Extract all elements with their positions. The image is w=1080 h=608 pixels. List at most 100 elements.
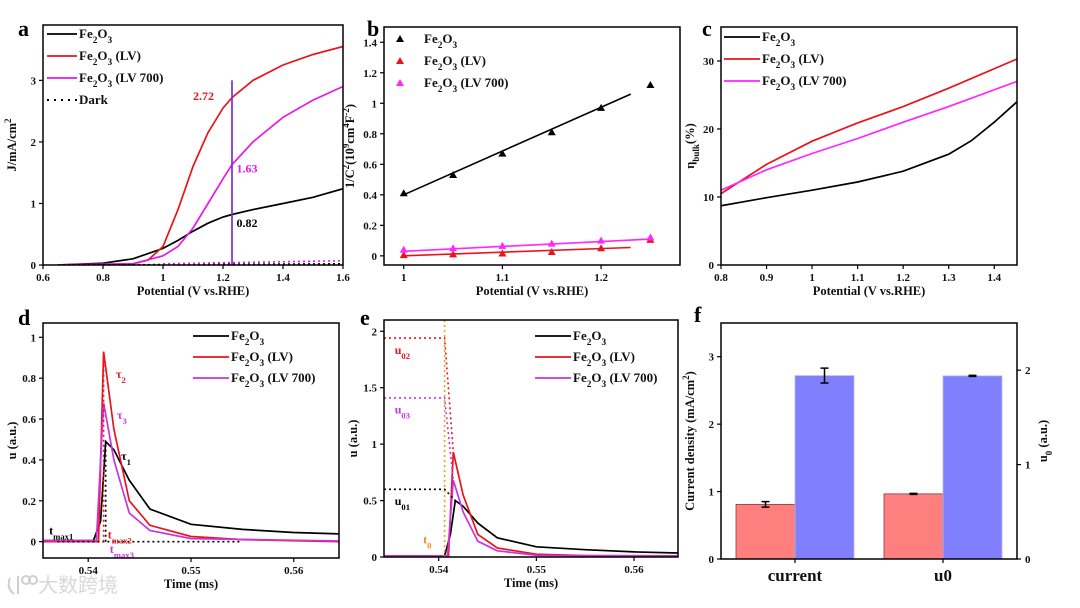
legend-marker [396, 79, 404, 86]
legend-label: Fe2O3 [762, 29, 796, 49]
y-tick-label: 0.2 [22, 496, 36, 508]
y-tick-label: 0 [31, 537, 37, 549]
y-tick-label: 2 [709, 419, 715, 431]
data-point [547, 248, 556, 256]
panel-d: d 0 0.2 0.4 0.6 0.8 1 u (a.u.) 0.54 0.55 0.56 Time … [5, 305, 340, 591]
annotation: 1.63 [237, 162, 258, 176]
y-tick-label: 0.5 [363, 496, 377, 508]
fit-line [403, 238, 651, 253]
x-tick-label: 0.55 [527, 564, 547, 576]
panel-letter: d [18, 305, 30, 330]
data-point [449, 170, 458, 178]
annotation: u02 [395, 343, 410, 361]
y-tick-label: 1.5 [363, 383, 377, 395]
y-right-tick-label: 2 [1025, 365, 1031, 377]
panel-a: a 0 1 2 3 J/mA/cm2 0.6 0.8 1 1.2 1.4 1.6 Potential (… [3, 16, 350, 298]
y-tick-label: 0 [372, 552, 378, 564]
x-tick-label: 0.9 [760, 272, 774, 284]
y-tick-label: 0 [709, 554, 715, 566]
data-point [498, 249, 507, 257]
panel-letter: a [18, 16, 29, 41]
y-axis-label: J/mA/cm2 [3, 118, 19, 172]
x-tick-label: 1 [401, 272, 407, 284]
x-tick-label: 1 [809, 272, 815, 284]
x-axis-label: Time (ms) [504, 576, 558, 590]
legend-label: Fe2O3 (LV) [231, 349, 293, 369]
data-point [646, 233, 655, 241]
legend-marker [396, 57, 404, 64]
series-line [57, 85, 343, 265]
guide-line [384, 397, 455, 481]
panel-letter: f [694, 302, 702, 327]
y-axis-label: Current density (mA/cm2) [681, 371, 697, 511]
data-point [597, 244, 606, 252]
data-point [399, 245, 408, 253]
data-point [547, 128, 556, 136]
plot-frame [42, 322, 340, 559]
legend-label: Dark [79, 92, 109, 107]
watermark: 大数跨境 [38, 573, 118, 597]
x-tick-label: 0.8 [714, 272, 728, 284]
guide-line [384, 488, 456, 502]
series-line [384, 480, 678, 557]
x-tick-label: 1.1 [496, 272, 510, 284]
legend-label: Fe2O3 (LV) [762, 51, 824, 71]
panel-letter: c [702, 16, 712, 41]
fit-line [403, 246, 631, 257]
error-bar [820, 367, 829, 384]
plot-area [57, 45, 343, 265]
legend-label: Fe2O3 [231, 328, 265, 348]
legend-label: Fe2O3 (LV) [573, 349, 635, 369]
plot-frame [720, 322, 1018, 560]
y-right-tick-label: 0 [1025, 554, 1031, 566]
plot-frame [42, 24, 344, 266]
y-tick-label: 2 [31, 137, 37, 149]
category-label: u0 [934, 566, 952, 585]
data-point [399, 251, 408, 259]
annotation: t0 [423, 532, 431, 550]
plot-area [721, 58, 1017, 207]
y-tick-label: 30 [703, 56, 715, 68]
legend-label: Fe2O3 [573, 328, 607, 348]
panel-letter: b [367, 16, 379, 41]
bar [942, 375, 1003, 560]
plot-area [43, 351, 339, 543]
x-tick-label: 1.4 [276, 272, 290, 284]
legend-label: Fe2O3 (LV 700) [424, 75, 508, 95]
y-tick-label: 1 [372, 439, 378, 451]
y-tick-label: 0.6 [22, 414, 36, 426]
x-tick-label: 0.56 [284, 565, 304, 577]
annotation: tmax3 [110, 542, 135, 560]
x-tick-label: 1.4 [987, 272, 1001, 284]
data-point [498, 241, 507, 249]
y-tick-label: 0 [372, 251, 378, 263]
guide-line [162, 259, 343, 265]
annotation: u03 [395, 403, 411, 421]
legend-label: Fe2O3 (LV 700) [79, 70, 163, 90]
series-line [721, 101, 1017, 207]
plot-area [384, 320, 678, 557]
legend-marker [396, 35, 404, 42]
y-tick-label: 1 [31, 332, 37, 344]
y-axis-label: 1/C2(109cm4F-2) [341, 104, 357, 188]
x-tick-label: 0.55 [181, 565, 201, 577]
plot-area [399, 80, 655, 259]
y-tick-label: 0.4 [22, 455, 36, 467]
y-tick-label: 1.4 [363, 37, 377, 49]
y-tick-label: 1 [709, 487, 715, 499]
x-tick-label: 1.1 [851, 272, 865, 284]
annotation: tmax2 [108, 528, 132, 546]
y-tick-label: 0.6 [363, 159, 377, 171]
data-point [399, 189, 408, 197]
series-line [57, 187, 343, 265]
legend-label: Fe2O3 (LV 700) [762, 73, 846, 93]
plot-frame [383, 26, 681, 266]
data-point [597, 236, 606, 244]
x-tick-label: 0.6 [36, 272, 50, 284]
y-axis-label: u (a.u.) [346, 420, 360, 458]
bar [735, 503, 796, 560]
x-tick-label: 0.54 [429, 564, 449, 576]
error-bar [968, 374, 977, 378]
data-point [547, 239, 556, 247]
